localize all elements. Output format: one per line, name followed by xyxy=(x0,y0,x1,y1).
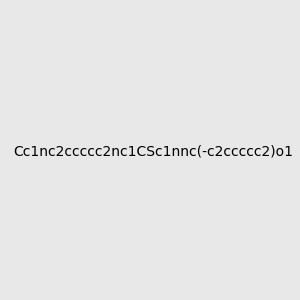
Text: Cc1nc2ccccc2nc1CSc1nnc(-c2ccccc2)o1: Cc1nc2ccccc2nc1CSc1nnc(-c2ccccc2)o1 xyxy=(14,145,294,158)
